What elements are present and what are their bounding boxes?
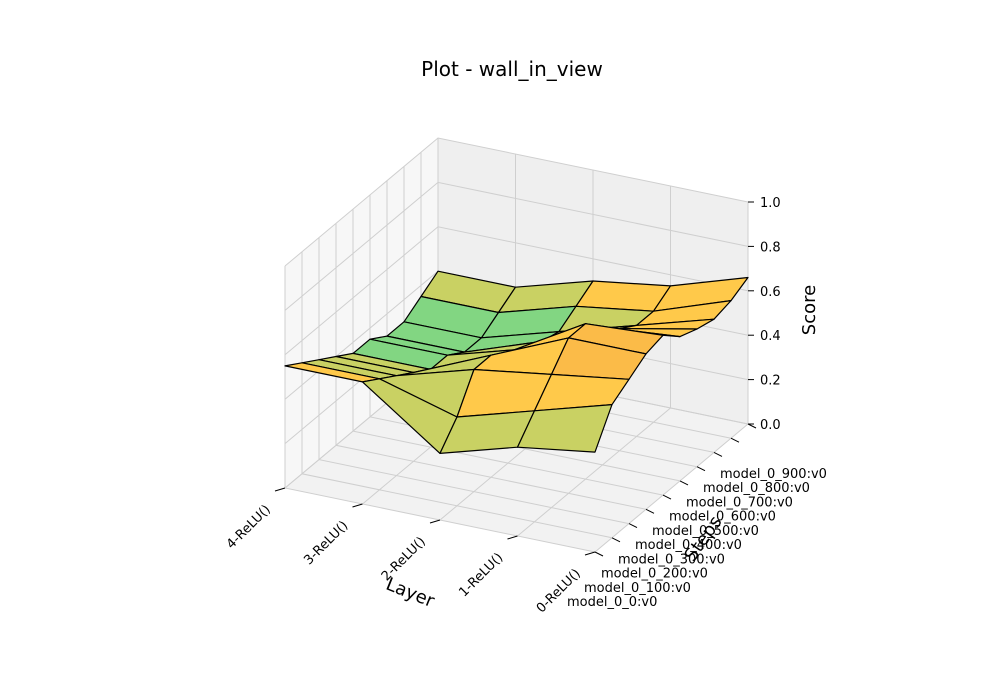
- y-tick-mark: [645, 508, 655, 514]
- z-tick-label: 0.8: [760, 240, 781, 255]
- y-tick-label: model_0_800:v0: [703, 481, 810, 496]
- z-tick-label: 1.0: [760, 196, 781, 211]
- x-tick-label: 1-ReLU(): [456, 550, 506, 600]
- z-axis-label: Score: [799, 285, 820, 335]
- z-tick-label: 0.4: [760, 329, 781, 344]
- y-tick-mark: [730, 437, 740, 443]
- y-tick-mark: [679, 480, 689, 486]
- y-tick-mark: [628, 523, 638, 529]
- x-tick-mark: [274, 487, 286, 492]
- y-tick-label: model_0_100:v0: [584, 581, 691, 596]
- y-tick-label: model_0_600:v0: [669, 510, 776, 525]
- x-tick-mark: [507, 535, 518, 540]
- x-tick-mark: [584, 551, 596, 556]
- y-tick-mark: [594, 551, 604, 557]
- grid-line: [284, 181, 749, 311]
- x-axis-label: Layer: [383, 574, 438, 612]
- z-tick-label: 0.6: [760, 285, 781, 300]
- y-tick-label: model_0_700:v0: [686, 495, 793, 510]
- y-tick-mark: [713, 451, 723, 457]
- y-tick-mark: [662, 494, 672, 500]
- z-tick-label: 0.0: [760, 418, 781, 433]
- z-tick-label: 0.2: [760, 374, 781, 389]
- y-tick-label: model_0_500:v0: [652, 524, 759, 539]
- y-tick-label: model_0_300:v0: [618, 552, 725, 567]
- y-tick-mark: [747, 423, 757, 429]
- y-tick-label: model_0_900:v0: [720, 467, 827, 482]
- x-tick-mark: [429, 519, 441, 524]
- surface: [284, 270, 749, 454]
- surface-face: [516, 404, 613, 453]
- y-tick-label: model_0_400:v0: [635, 538, 742, 553]
- grid-line: [284, 137, 749, 267]
- y-tick-label: model_0_200:v0: [601, 567, 708, 582]
- x-tick-label: 4-ReLU(): [224, 502, 274, 552]
- chart-title: Plot - wall_in_view: [421, 57, 603, 81]
- y-tick-mark: [696, 466, 706, 472]
- grid-line: [284, 226, 749, 356]
- y-tick-label: model_0_0:v0: [567, 595, 657, 610]
- left-pane: [285, 138, 438, 488]
- y-tick-mark: [611, 537, 621, 543]
- x-tick-label: 3-ReLU(): [301, 518, 351, 568]
- x-tick-mark: [352, 503, 363, 508]
- x-tick-label: 2-ReLU(): [379, 534, 429, 584]
